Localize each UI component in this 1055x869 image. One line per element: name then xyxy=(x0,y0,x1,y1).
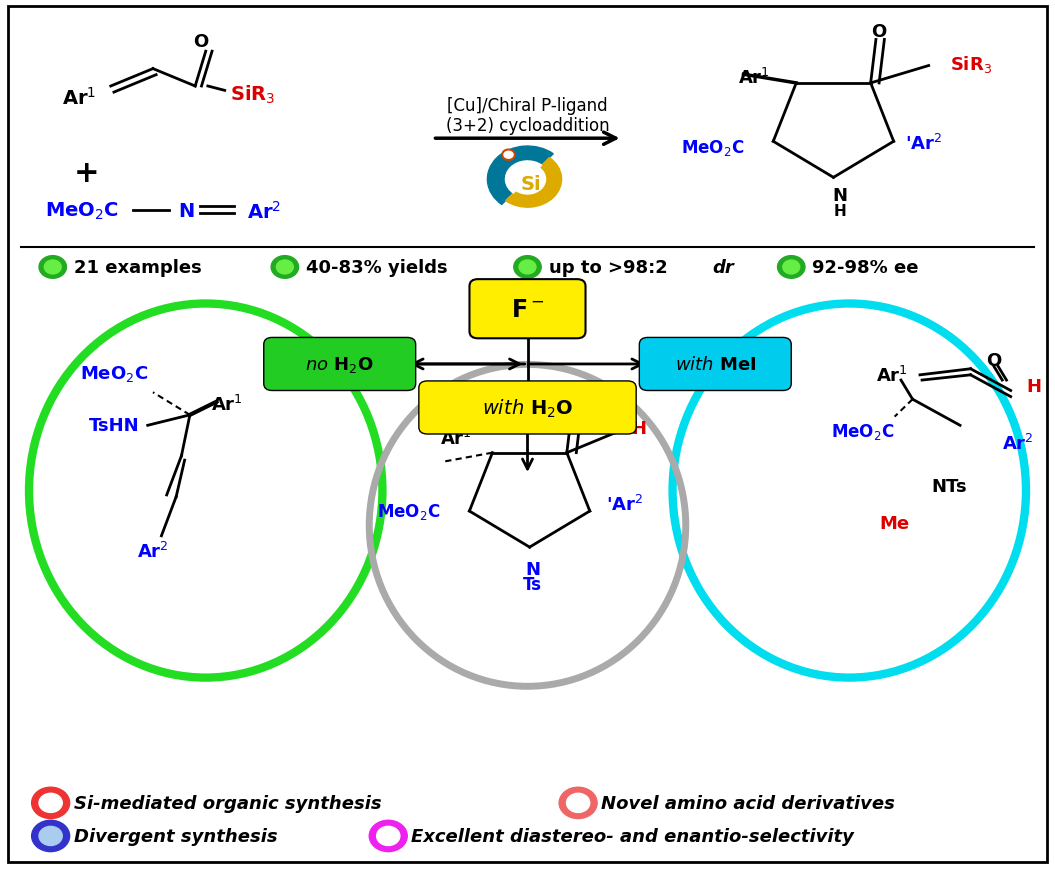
FancyBboxPatch shape xyxy=(639,338,791,391)
Circle shape xyxy=(519,261,536,275)
Circle shape xyxy=(778,256,805,279)
Text: Ar$^1$: Ar$^1$ xyxy=(738,68,770,89)
Circle shape xyxy=(369,820,407,852)
Text: 92-98% ee: 92-98% ee xyxy=(812,259,919,276)
Circle shape xyxy=(32,820,70,852)
Circle shape xyxy=(377,826,400,846)
FancyBboxPatch shape xyxy=(264,338,416,391)
Text: Si-mediated organic synthesis: Si-mediated organic synthesis xyxy=(74,794,382,812)
Text: [Cu]/Chiral P-ligand: [Cu]/Chiral P-ligand xyxy=(447,97,608,115)
Text: O: O xyxy=(871,23,886,41)
Text: MeO$_2$C: MeO$_2$C xyxy=(377,501,440,521)
FancyBboxPatch shape xyxy=(469,280,586,339)
Text: Si: Si xyxy=(520,175,541,194)
Text: Ar$^2$: Ar$^2$ xyxy=(247,200,281,222)
Text: F$^-$: F$^-$ xyxy=(511,297,544,322)
FancyBboxPatch shape xyxy=(8,7,1047,862)
Text: 'Ar$^2$: 'Ar$^2$ xyxy=(904,133,942,154)
Wedge shape xyxy=(505,158,561,208)
Text: Ar$^1$: Ar$^1$ xyxy=(211,394,243,415)
Text: O: O xyxy=(570,390,584,408)
Text: H: H xyxy=(833,203,846,219)
Circle shape xyxy=(567,793,590,813)
Text: SiR$_3$: SiR$_3$ xyxy=(230,83,276,106)
Text: O: O xyxy=(986,352,1001,369)
Text: 'Ar$^2$: 'Ar$^2$ xyxy=(606,494,644,514)
Text: MeO$_2$C: MeO$_2$C xyxy=(680,138,744,157)
Text: N: N xyxy=(525,561,540,578)
Circle shape xyxy=(502,150,515,161)
Text: Ar$^1$: Ar$^1$ xyxy=(876,365,907,386)
Text: $\mathit{with}$ MeI: $\mathit{with}$ MeI xyxy=(674,355,756,374)
Circle shape xyxy=(44,261,61,275)
Text: SiR$_3$: SiR$_3$ xyxy=(950,54,992,76)
Text: Divergent synthesis: Divergent synthesis xyxy=(74,827,277,845)
FancyBboxPatch shape xyxy=(419,381,636,434)
Text: up to >98:2: up to >98:2 xyxy=(549,259,673,276)
Circle shape xyxy=(39,793,62,813)
Circle shape xyxy=(514,256,541,279)
Text: +: + xyxy=(74,159,99,189)
Circle shape xyxy=(39,826,62,846)
Circle shape xyxy=(32,787,70,819)
Text: dr: dr xyxy=(712,259,734,276)
Circle shape xyxy=(271,256,299,279)
Text: NTs: NTs xyxy=(932,478,967,495)
Text: 21 examples: 21 examples xyxy=(74,259,202,276)
Text: $\mathit{with}$ H$_2$O: $\mathit{with}$ H$_2$O xyxy=(482,397,573,419)
Wedge shape xyxy=(505,162,541,194)
Text: Ar$^2$: Ar$^2$ xyxy=(1002,433,1034,454)
Text: Ar$^1$: Ar$^1$ xyxy=(62,86,96,109)
Text: O: O xyxy=(193,33,208,50)
Wedge shape xyxy=(487,147,553,205)
Text: Excellent diastereo- and enantio-selectivity: Excellent diastereo- and enantio-selecti… xyxy=(411,827,855,845)
Wedge shape xyxy=(516,169,545,195)
Text: N: N xyxy=(832,187,847,204)
Text: N: N xyxy=(178,202,195,221)
Text: MeO$_2$C: MeO$_2$C xyxy=(831,422,895,441)
Text: 40-83% yields: 40-83% yields xyxy=(306,259,447,276)
Text: Me: Me xyxy=(880,514,909,532)
Text: Novel amino acid derivatives: Novel amino acid derivatives xyxy=(601,794,896,812)
Circle shape xyxy=(559,787,597,819)
Text: $\mathit{no}$ H$_2$O: $\mathit{no}$ H$_2$O xyxy=(305,355,375,375)
Text: Ar$^2$: Ar$^2$ xyxy=(137,541,169,562)
Circle shape xyxy=(39,256,66,279)
Text: (3+2) cycloaddition: (3+2) cycloaddition xyxy=(445,117,610,135)
Circle shape xyxy=(276,261,293,275)
Text: H: H xyxy=(1027,378,1041,395)
Text: MeO$_2$C: MeO$_2$C xyxy=(80,364,148,383)
Text: MeO$_2$C: MeO$_2$C xyxy=(45,201,119,222)
Text: TsHN: TsHN xyxy=(89,417,139,434)
Text: Ts: Ts xyxy=(523,575,542,593)
Circle shape xyxy=(783,261,800,275)
Text: H: H xyxy=(631,420,646,438)
Text: Ar$^1$: Ar$^1$ xyxy=(440,428,472,449)
